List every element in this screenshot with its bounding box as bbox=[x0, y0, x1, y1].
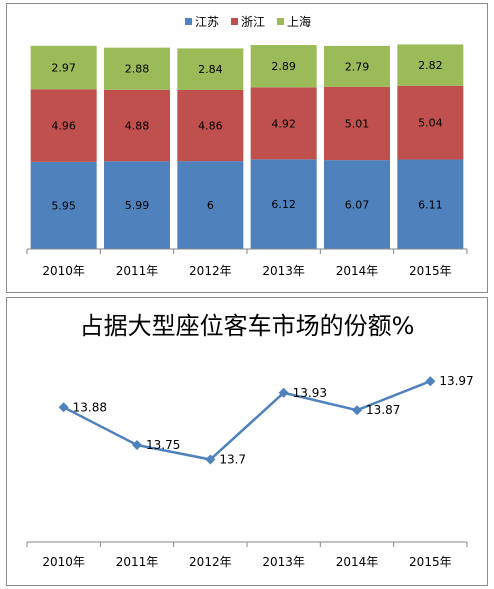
legend-label: 浙江 bbox=[241, 15, 265, 29]
series-line bbox=[63, 380, 431, 461]
data-label: 4.88 bbox=[125, 120, 150, 133]
x-tick-label: 2012年 bbox=[189, 555, 232, 569]
x-tick-label: 2015年 bbox=[409, 264, 452, 278]
data-label: 13.75 bbox=[146, 438, 180, 452]
data-label: 13.93 bbox=[293, 386, 327, 400]
bar-segment bbox=[250, 87, 317, 160]
x-tick-label: 2014年 bbox=[336, 264, 379, 278]
data-point-marker bbox=[278, 387, 289, 398]
legend-swatch bbox=[231, 18, 238, 25]
bar-segment bbox=[397, 44, 464, 86]
bar-segment bbox=[324, 45, 390, 87]
x-tick-label: 2012年 bbox=[189, 264, 232, 278]
data-label: 2.82 bbox=[418, 59, 443, 72]
data-label: 4.92 bbox=[271, 117, 296, 130]
bar-segment bbox=[30, 161, 97, 249]
chart-title: 占据大型座位客车市场的份额% bbox=[80, 312, 415, 340]
data-point-marker bbox=[352, 405, 362, 416]
x-tick-label: 2010年 bbox=[42, 264, 85, 278]
data-label: 6 bbox=[207, 199, 214, 212]
bar-segment bbox=[104, 161, 170, 249]
data-label: 6.07 bbox=[345, 199, 370, 212]
bar-segment bbox=[177, 161, 244, 249]
data-label: 5.04 bbox=[418, 117, 443, 130]
data-label: 6.12 bbox=[271, 198, 296, 211]
bar-segment bbox=[30, 45, 97, 90]
legend-swatch bbox=[277, 18, 284, 25]
line-chart: 占据大型座位客车市场的份额% 13.88 13.75 13.7 13.93 13.87 1… bbox=[26, 312, 474, 569]
bar-segment bbox=[177, 48, 244, 90]
bar-segment bbox=[397, 85, 464, 160]
x-tick-label: 2010年 bbox=[42, 555, 85, 569]
bar-segment bbox=[250, 159, 317, 249]
data-label: 4.86 bbox=[198, 120, 223, 133]
bar-segment bbox=[30, 89, 97, 162]
stacked-bar-chart-panel: 江苏 浙江 上海 5.95 4.96 2.97 2010年 5.99 4.88 2.88 2011年… bbox=[6, 3, 488, 293]
legend-label: 上海 bbox=[287, 14, 311, 29]
data-point-marker bbox=[58, 402, 69, 413]
bar-segment bbox=[324, 86, 390, 161]
bar-segment bbox=[324, 160, 390, 249]
data-label: 13.88 bbox=[73, 400, 107, 414]
data-label: 2.84 bbox=[198, 63, 223, 76]
x-tick-label: 2013年 bbox=[262, 264, 305, 278]
data-point-marker bbox=[205, 454, 216, 465]
bar-segment bbox=[104, 47, 170, 90]
x-tick-label: 2013年 bbox=[262, 555, 305, 569]
data-label: 13.97 bbox=[439, 374, 473, 388]
data-label: 5.01 bbox=[345, 117, 370, 130]
bar-segment bbox=[104, 89, 170, 162]
bar-segment bbox=[177, 89, 244, 162]
x-tick-label: 2011年 bbox=[116, 264, 159, 278]
data-label: 2.79 bbox=[345, 60, 370, 73]
data-label: 6.11 bbox=[418, 198, 443, 211]
data-label: 5.99 bbox=[125, 199, 150, 212]
data-point-marker bbox=[425, 376, 436, 387]
line-chart-panel: 占据大型座位客车市场的份额% 13.88 13.75 13.7 13.93 13.87 1… bbox=[6, 297, 488, 586]
data-label: 2.88 bbox=[125, 63, 150, 76]
data-label: 2.97 bbox=[51, 62, 76, 75]
legend-label: 江苏 bbox=[195, 15, 219, 29]
stacked-bar-chart: 江苏 浙江 上海 5.95 4.96 2.97 2010年 5.99 4.88 2.88 2011年… bbox=[26, 14, 468, 278]
data-label: 13.7 bbox=[219, 453, 246, 467]
data-label: 2.89 bbox=[271, 60, 296, 73]
legend-swatch bbox=[185, 18, 192, 25]
data-label: 13.87 bbox=[366, 403, 400, 417]
bar-segment bbox=[397, 159, 464, 249]
data-label: 4.96 bbox=[51, 120, 76, 133]
data-label: 5.95 bbox=[51, 199, 76, 212]
x-tick-label: 2015年 bbox=[409, 555, 452, 569]
x-tick-label: 2011年 bbox=[116, 555, 159, 569]
data-point-marker bbox=[132, 440, 142, 450]
x-tick-label: 2014年 bbox=[336, 555, 379, 569]
bar-segment bbox=[250, 45, 317, 88]
